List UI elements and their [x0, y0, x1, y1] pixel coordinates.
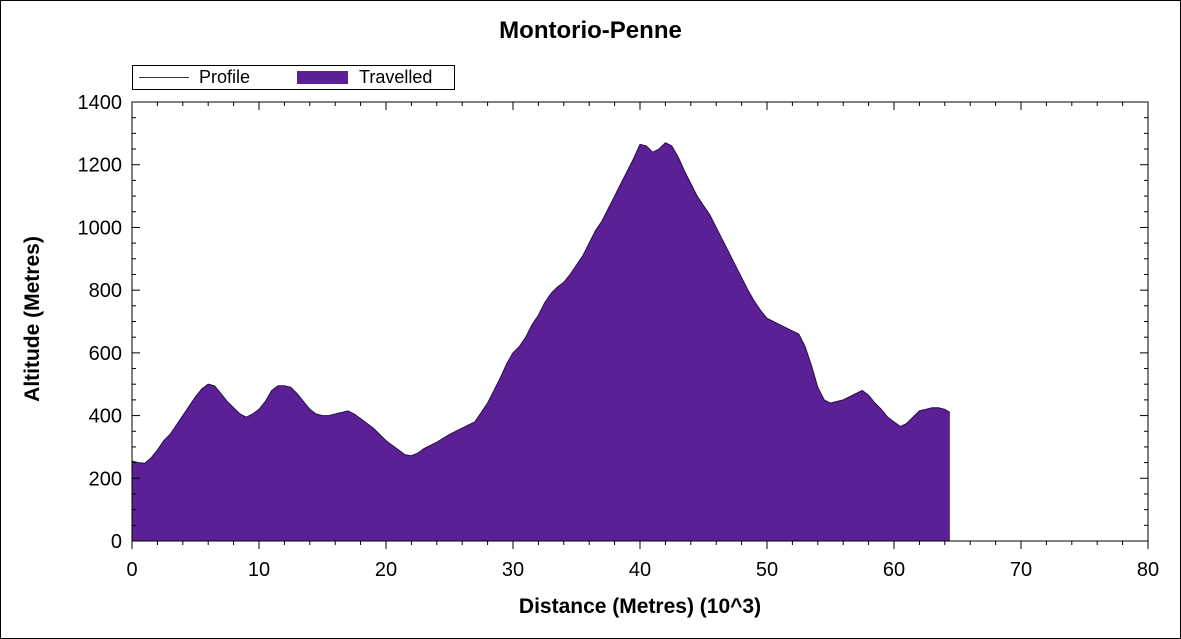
y-tick-label: 0	[111, 531, 122, 553]
x-tick-label: 50	[756, 559, 778, 581]
x-tick-label: 60	[883, 559, 905, 581]
x-tick-label: 20	[375, 559, 397, 581]
y-tick-label: 1000	[78, 217, 123, 239]
y-tick-label: 1400	[78, 92, 123, 114]
legend: Profile Travelled	[132, 65, 455, 90]
legend-travelled-swatch	[297, 71, 348, 84]
y-tick-label: 600	[89, 343, 122, 365]
y-tick-label: 800	[89, 280, 122, 302]
series-area-travelled	[132, 142, 950, 541]
x-tick-label: 40	[629, 559, 651, 581]
y-tick-label: 200	[89, 468, 122, 490]
y-tick-label: 400	[89, 406, 122, 428]
x-tick-label: 30	[502, 559, 524, 581]
legend-profile-swatch	[139, 77, 189, 78]
x-tick-label: 80	[1137, 559, 1159, 581]
x-tick-label: 0	[126, 559, 137, 581]
y-tick-label: 1200	[78, 155, 123, 177]
chart-title: Montorio-Penne	[499, 17, 682, 44]
x-tick-label: 10	[248, 559, 270, 581]
x-tick-label: 70	[1010, 559, 1032, 581]
x-axis-label: Distance (Metres) (10^3)	[518, 595, 762, 618]
legend-travelled-label: Travelled	[359, 67, 433, 87]
series-outline-travelled	[131, 142, 951, 464]
y-axis-label: Altitude (Metres)	[21, 236, 44, 402]
legend-profile-label: Profile	[199, 67, 251, 87]
